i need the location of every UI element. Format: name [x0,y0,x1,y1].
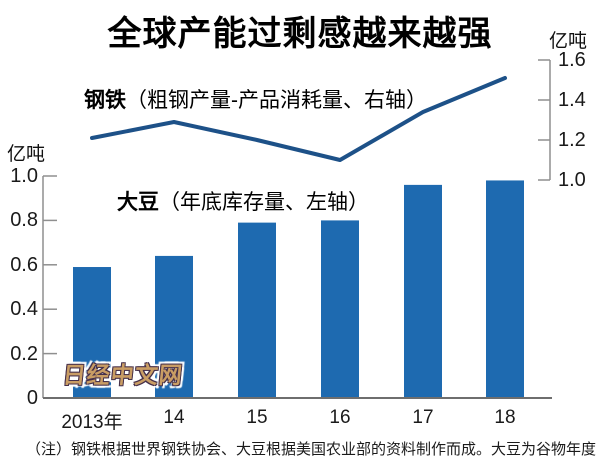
x-axis-label: 15 [246,407,268,428]
steel-line [90,76,507,162]
right-axis-tick-label: 1.0 [558,169,586,191]
soy-bar [404,184,442,398]
left-axis-tick-label: 0.6 [10,253,38,276]
soy-bar [155,255,193,398]
left-axis-tick-label: 0.4 [10,298,38,321]
soy-bar [238,222,276,398]
left-axis-unit: 亿吨 [7,144,46,165]
steel-series-label: 钢铁（粗钢产量-产品消耗量、右轴） [84,84,427,114]
soy-bar [73,267,111,398]
steel-series-desc: （粗钢产量-产品消耗量、右轴） [126,89,427,112]
left-axis-tick-label: 0.8 [10,209,38,232]
x-axis-label: 14 [163,407,185,428]
soy-bar [486,180,524,398]
x-axis-label: 17 [412,407,434,428]
steel-series-name: 钢铁 [84,89,126,112]
right-axis-tick-label: 1.2 [558,129,586,151]
source-note: （注）钢铁根据世界钢铁协会、大豆根据美国农业部的资料制作而成。大豆为谷物年度 [26,441,597,458]
chart-title: 全球产能过剩感越来越强 [107,15,493,53]
left-axis-tick-label: 1.0 [10,165,38,187]
left-axis-tick-label: 0 [26,387,38,409]
x-axis-label: 16 [329,407,351,428]
x-axis-label: 2013年 [61,412,123,433]
soy-series-desc: （年底库存量、左轴） [159,191,369,214]
x-axis-label: 18 [494,407,516,428]
right-axis-tick-label: 1.6 [558,49,586,71]
left-axis-tick-label: 0.2 [10,342,38,365]
soy-bar [321,220,359,398]
nikkei-watermark: 日经中文网 [61,362,185,388]
soy-series-label: 大豆（年底库存量、左轴） [117,186,369,216]
right-axis-unit: 亿吨 [549,31,588,52]
soy-series-name: 大豆 [117,191,159,214]
right-axis-tick-label: 1.4 [558,89,586,111]
